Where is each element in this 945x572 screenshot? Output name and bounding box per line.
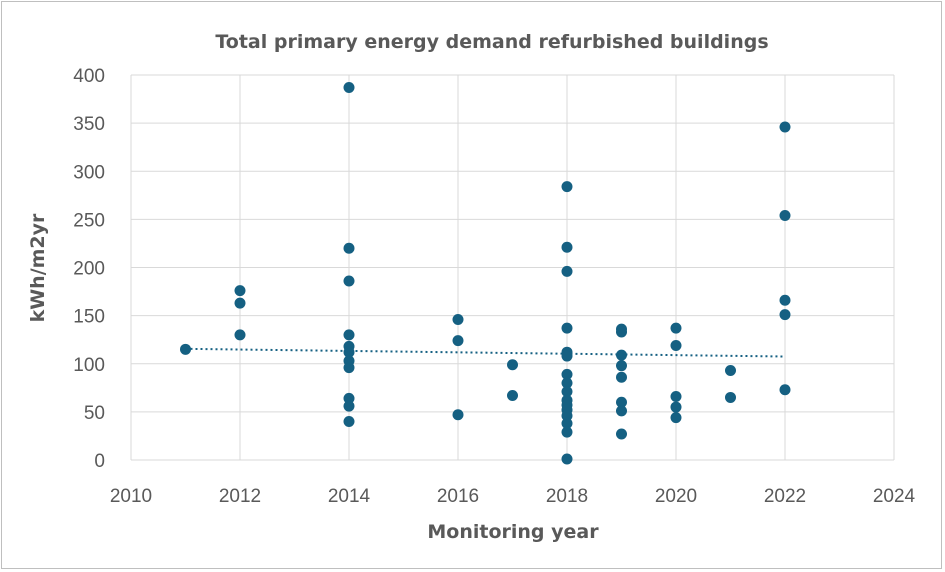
y-axis-label: kWh/m2yr [27, 213, 49, 322]
data-point [779, 294, 791, 306]
data-point [561, 410, 573, 422]
gridlines [130, 74, 895, 461]
data-point [343, 82, 355, 94]
y-axis-ticks: 0 50 100 150 200 250 300 350 400 [73, 66, 105, 472]
data-point [234, 329, 246, 341]
data-point [561, 368, 573, 380]
x-tick-label: 2022 [764, 486, 806, 507]
data-point [343, 242, 355, 254]
data-point [452, 409, 464, 421]
data-point [561, 265, 573, 277]
x-axis-label: Monitoring year [427, 521, 599, 543]
data-point [561, 241, 573, 253]
trendline-layer [185, 347, 786, 358]
y-tick-label: 200 [73, 259, 105, 280]
x-tick-label: 2010 [110, 486, 152, 507]
data-point [561, 417, 573, 429]
data-point [616, 405, 627, 417]
data-point [452, 313, 464, 325]
data-point [234, 285, 246, 297]
data-point [507, 359, 518, 371]
x-tick-label: 2024 [873, 486, 916, 507]
data-point [616, 396, 627, 408]
data-point [343, 329, 355, 341]
y-tick-label: 250 [73, 210, 105, 231]
y-tick-label: 0 [94, 451, 105, 472]
data-point [452, 335, 464, 347]
data-point [670, 401, 682, 413]
data-point [561, 386, 573, 398]
data-point [343, 416, 355, 427]
y-tick-label: 300 [73, 162, 105, 183]
y-tick-label: 150 [73, 307, 105, 328]
data-point [561, 350, 573, 362]
data-point [616, 349, 627, 361]
data-point [616, 428, 627, 440]
x-tick-label: 2014 [328, 486, 371, 507]
data-point [670, 322, 682, 334]
data-point [561, 322, 573, 334]
data-point [343, 392, 355, 404]
data-point [725, 391, 736, 403]
data-point [561, 181, 573, 193]
y-tick-label: 100 [73, 355, 105, 376]
data-point [561, 453, 573, 465]
data-point [616, 371, 627, 383]
x-tick-label: 2020 [655, 486, 697, 507]
data-point [343, 275, 355, 287]
y-tick-label: 400 [73, 66, 105, 87]
data-point [779, 309, 791, 321]
data-point [343, 400, 355, 412]
data-point [507, 390, 518, 402]
data-point [779, 121, 791, 133]
x-tick-label: 2018 [546, 486, 588, 507]
data-point [616, 360, 627, 372]
x-axis-ticks: 2010 2012 2014 2016 2018 2020 2022 2024 [110, 486, 916, 507]
y-tick-label: 350 [73, 114, 105, 135]
x-tick-label: 2012 [219, 486, 261, 507]
x-tick-label: 2016 [437, 486, 479, 507]
data-point [180, 343, 191, 355]
trendline [185, 347, 786, 358]
data-point [561, 377, 573, 389]
data-points [180, 82, 791, 465]
data-point [561, 426, 573, 438]
data-point [670, 339, 682, 351]
data-point [343, 346, 355, 358]
chart-title: Total primary energy demand refurbished … [215, 31, 768, 53]
data-point [616, 326, 627, 338]
data-point [779, 210, 791, 222]
data-point [234, 297, 246, 309]
y-tick-label: 50 [84, 403, 105, 424]
data-point [670, 390, 682, 402]
data-point [779, 384, 791, 396]
data-point [670, 412, 682, 424]
data-point [725, 364, 736, 376]
data-point [343, 362, 355, 374]
